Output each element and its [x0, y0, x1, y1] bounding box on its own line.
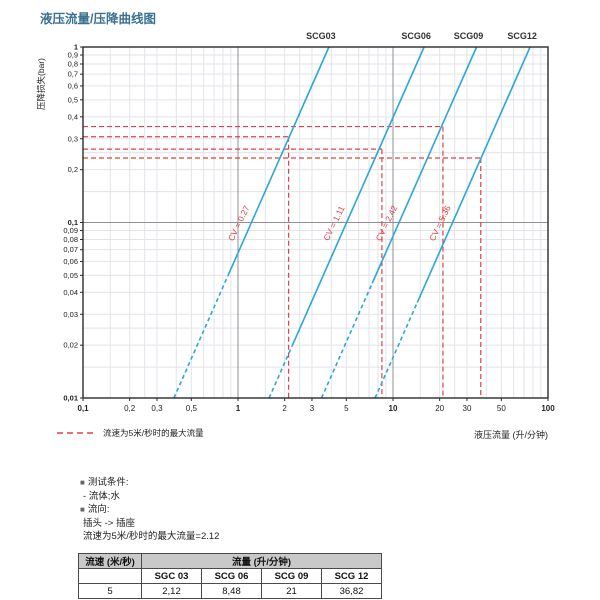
svg-text:0,1: 0,1 [77, 404, 89, 413]
flow-value: 21 [261, 583, 322, 599]
svg-text:50: 50 [497, 404, 506, 413]
flow-value: 2,12 [141, 583, 202, 599]
table-header-speed: 流速 (米/秒) [78, 553, 142, 569]
series-label-SCG06: SCG06 [401, 31, 431, 41]
flow-value: 36,82 [321, 583, 382, 599]
max-flow-table: 流速 (米/秒) 流量 (升/分钟) SGC 03 SCG 06 SCG 09 … [78, 553, 382, 599]
svg-text:0,3: 0,3 [151, 404, 163, 413]
svg-text:100: 100 [541, 404, 555, 413]
svg-text:1: 1 [74, 43, 78, 52]
svg-text:0,6: 0,6 [68, 81, 78, 90]
svg-text:0,06: 0,06 [63, 257, 78, 266]
svg-text:0,05: 0,05 [63, 271, 78, 280]
svg-text:0,2: 0,2 [124, 404, 136, 413]
curve-SCG06 [268, 46, 425, 399]
series-label-SCG03: SCG03 [306, 31, 336, 41]
model-header: SCG 06 [201, 568, 262, 584]
grid-major [83, 47, 548, 398]
svg-text:0,5: 0,5 [186, 404, 198, 413]
model-header: SGC 03 [141, 568, 202, 584]
curve-SCG09 [320, 46, 478, 399]
curve-SCG03 [173, 46, 330, 399]
flow-value: 8,48 [201, 583, 262, 599]
series-label-SCG12: SCG12 [507, 31, 537, 41]
table-row: SGC 03 SCG 06 SCG 09 SCG 12 [78, 568, 382, 584]
svg-text:0,2: 0,2 [68, 165, 78, 174]
svg-text:0,3: 0,3 [68, 134, 78, 143]
svg-text:0,9: 0,9 [68, 51, 78, 60]
note-line: ■ 流向: [80, 504, 110, 515]
svg-text:0,8: 0,8 [68, 60, 78, 69]
svg-text:0,02: 0,02 [63, 341, 78, 350]
max-flow-construction-lines [83, 125, 482, 398]
svg-text:0,7: 0,7 [68, 70, 78, 79]
svg-text:2: 2 [282, 404, 287, 413]
svg-text:0,03: 0,03 [63, 310, 78, 319]
y-axis-title: 压降损失(bar) [36, 58, 46, 110]
svg-text:0,07: 0,07 [63, 245, 78, 254]
pressure-drop-chart: SCG03 CV = 0.27 SCG06 CV = 1.11 SCG09 CV = 2.… [36, 31, 555, 440]
x-axis-title: 液压流量 (升/分钟) [474, 429, 548, 440]
table-row: 流速 (米/秒) 流量 (升/分钟) [78, 553, 382, 569]
svg-text:0,09: 0,09 [63, 226, 78, 235]
empty-cell [78, 568, 142, 584]
curve-SCG12 [374, 46, 531, 399]
note-line: 流速为5米/秒时的最大流量=2.12 [83, 531, 220, 542]
series-label-SCG09: SCG09 [454, 31, 484, 41]
note-line: ■ 测试条件: [80, 477, 129, 488]
model-header: SCG 12 [321, 568, 382, 584]
svg-text:0,01: 0,01 [63, 394, 78, 403]
cv-label-SCG03: CV = 0.27 [226, 204, 252, 243]
legend-label: 流速为5米/秒时的最大流量 [103, 428, 204, 438]
note-line: - 流体;水 [83, 490, 120, 502]
svg-text:20: 20 [435, 404, 444, 413]
test-conditions: ■ 测试条件: - 流体;水 ■ 流向: 插头 -> 插座 流速为5米/秒时的最大流… [80, 476, 219, 544]
square-bullet-icon: ■ [80, 505, 85, 514]
svg-text:0,04: 0,04 [63, 288, 78, 297]
model-header: SCG 09 [261, 568, 322, 584]
cv-label-SCG06: CV = 1.11 [321, 204, 347, 242]
x-axis-ticks: 0,1 0,2 0,3 0,5 1 2 3 5 10 20 30 50 100 [77, 398, 555, 413]
svg-text:5: 5 [344, 404, 349, 413]
svg-text:0,1: 0,1 [68, 218, 78, 227]
svg-text:0,08: 0,08 [63, 235, 78, 244]
svg-text:30: 30 [463, 404, 472, 413]
speed-value: 5 [78, 583, 142, 599]
table-row: 5 2,12 8,48 21 36,82 [78, 583, 382, 599]
svg-text:0,5: 0,5 [68, 95, 78, 104]
legend: 流速为5米/秒时的最大流量 [57, 428, 204, 438]
table-header-flow: 流量 (升/分钟) [141, 553, 382, 569]
svg-text:0,4: 0,4 [68, 112, 78, 121]
square-bullet-icon: ■ [80, 478, 85, 487]
svg-text:1: 1 [236, 404, 241, 413]
cv-label-SCG09: CV = 2.42 [374, 204, 400, 243]
note-line: 插头 -> 插座 [83, 517, 135, 529]
y-axis-ticks: 10,90,80,7 0,6 0,5 0,4 0,3 0,2 0,10,090,080,07… [63, 43, 83, 403]
svg-text:10: 10 [389, 404, 398, 413]
page-title: 液压流量/压降曲线图 [40, 12, 156, 26]
svg-text:3: 3 [310, 404, 315, 413]
